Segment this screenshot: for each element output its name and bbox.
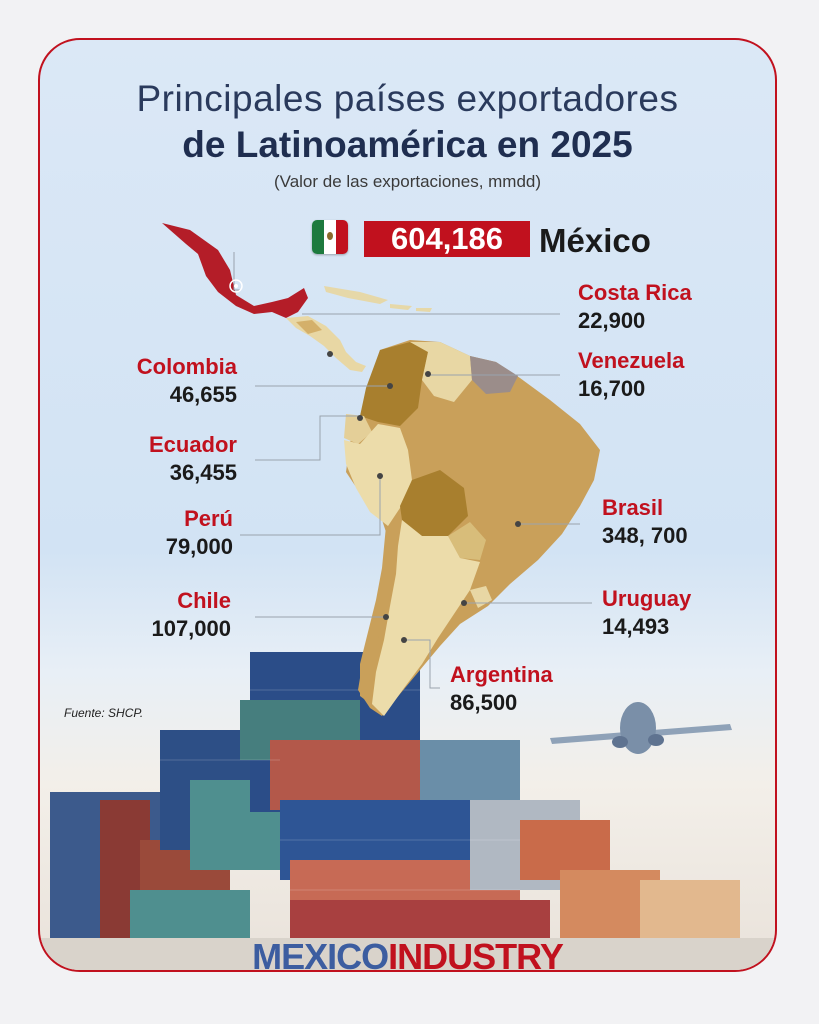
source-note: Fuente: SHCP. [64, 706, 144, 720]
mexico-marker-icon [229, 279, 243, 293]
mexico-value-badge: 604,186 [364, 221, 530, 257]
container-yard [40, 652, 775, 970]
leader-lines [233, 252, 592, 689]
country-value: 22,900 [578, 308, 646, 333]
colombia-shape [360, 342, 428, 426]
country-value: 86,500 [450, 690, 518, 715]
label-venezuela: Venezuela 16,700 [578, 348, 684, 404]
country-value: 16,700 [578, 376, 646, 401]
map-illustration [40, 223, 775, 970]
country-value: 348, 700 [602, 523, 688, 548]
label-argentina: Argentina 86,500 [450, 662, 553, 718]
label-colombia: Colombia 46,655 [137, 354, 237, 410]
country-name: Uruguay [602, 586, 692, 611]
mexico-industry-logo: MEXICOINDUSTRY [40, 936, 775, 972]
label-ecuador: Ecuador 36,455 [149, 432, 237, 488]
argentina-shape [372, 520, 480, 716]
chile-shape [360, 526, 398, 702]
label-uruguay: Uruguay 14,493 [602, 586, 691, 642]
country-name: Ecuador [148, 432, 237, 457]
mexico-label: México [539, 222, 651, 259]
label-peru: Perú 79,000 [166, 506, 233, 562]
bolivia-shape [400, 470, 468, 536]
paraguay-shape [448, 522, 486, 560]
country-value: 107,000 [151, 616, 231, 641]
label-brasil: Brasil 348, 700 [602, 495, 688, 551]
country-name: Venezuela [578, 348, 685, 373]
label-costa-rica: Costa Rica 22,900 [578, 280, 692, 336]
infographic-card: Principales países exportadores de Latin… [38, 38, 777, 972]
logo-part-2: INDUSTRY [388, 936, 564, 972]
title-line-1: Principales países exportadores [136, 78, 679, 119]
venezuela-shape [410, 342, 472, 402]
mexico-flag-icon [312, 220, 348, 254]
country-value: 36,455 [169, 460, 237, 485]
country-value: 46,655 [169, 382, 237, 407]
caribbean-islands [324, 286, 432, 312]
country-name: Chile [177, 588, 231, 613]
country-name: Argentina [450, 662, 553, 687]
country-value: 79,000 [165, 534, 233, 559]
ecuador-shape [344, 414, 372, 444]
country-name: Perú [184, 506, 233, 531]
airplane-icon [550, 702, 732, 754]
mexico-shape [162, 223, 308, 318]
country-name: Brasil [602, 495, 664, 520]
location-dots [327, 351, 521, 643]
subtitle: (Valor de las exportaciones, mmdd) [273, 172, 542, 191]
central-america-shape [286, 316, 366, 372]
title-line-2: de Latinoamérica en 2025 [182, 124, 633, 165]
label-chile: Chile 107,000 [151, 588, 231, 644]
country-value: 14,493 [602, 614, 670, 639]
logo-part-1: MEXICO [252, 936, 389, 972]
country-name: Colombia [136, 354, 237, 379]
country-name: Costa Rica [578, 280, 692, 305]
